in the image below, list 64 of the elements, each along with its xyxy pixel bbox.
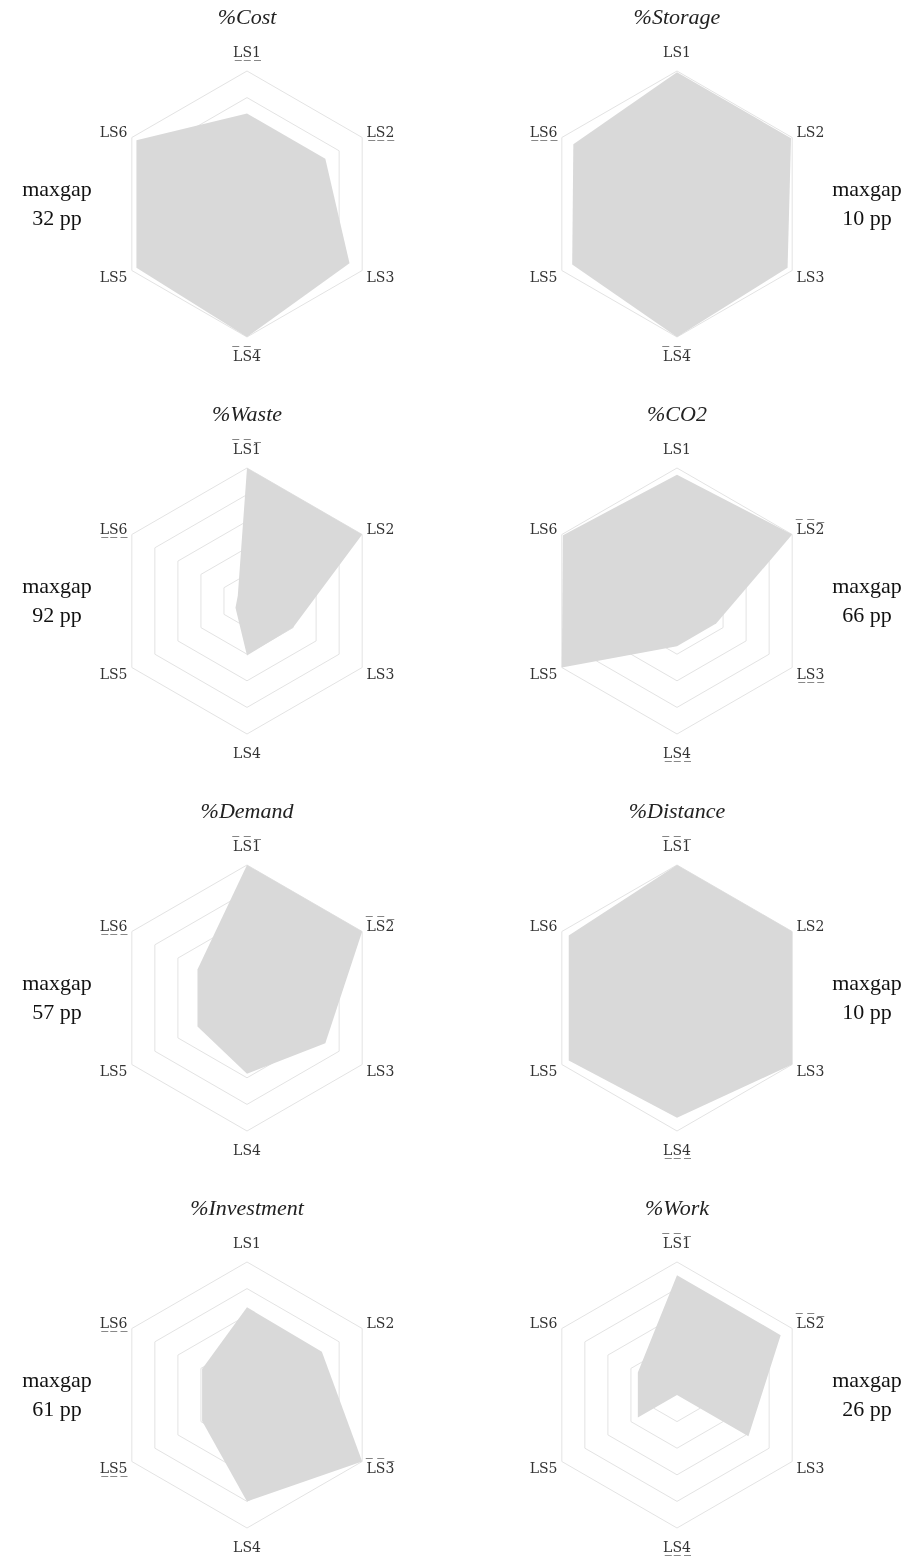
spoke-label: L̲S̲4̲ [663,1539,691,1556]
spoke-label: L̅S̅1̅ [232,439,261,457]
spoke-label: LS1 [663,441,691,457]
spoke-label: LS6 [529,917,558,934]
spoke-label: LS6 [99,123,128,140]
spoke-label: L̅S̅1̅ [662,836,691,854]
spoke-label: LS3 [796,1062,825,1079]
text: maxgap 32 pp [22,176,92,230]
spoke-label: LS6 [529,1314,558,1331]
chart-title: %Cost [217,4,278,29]
spoke-label: L̲S̲4̲ [663,1142,691,1159]
spoke-label: L̅S̅4̅ [662,346,691,364]
spoke-label: L̲S̲4̲ [663,745,691,762]
spoke-label: L̅S̅4̅ [232,346,261,364]
chart-title: %Work [645,1195,711,1220]
spoke-label: LS3 [366,1062,395,1079]
spoke-label: L̅S̅1̅ [662,1233,691,1251]
spoke-label: LS4 [233,1142,261,1158]
spoke-label: L̲S̲6̲ [99,520,128,538]
text: maxgap 57 pp [22,970,92,1024]
spoke-label: L̲S̲6̲ [99,917,128,935]
spoke-label: L̅S̅3̅ [365,1457,395,1476]
spoke-label: LS2 [796,123,825,140]
spoke-label: L̲S̲6̲ [99,1314,128,1332]
spoke-label: LS5 [99,268,128,285]
spoke-label: LS1 [663,44,691,60]
spoke-label: LS5 [529,1062,558,1079]
spoke-label: L̲S̲3̲ [796,665,825,683]
spoke-label: LS5 [99,1062,128,1079]
text: maxgap 26 pp [832,1367,902,1421]
text: maxgap 10 pp [832,176,902,230]
spoke-label: LS5 [529,665,558,682]
spoke-label: L̅S̅1̅ [232,836,261,854]
text: maxgap 10 pp [832,970,902,1024]
spoke-label: LS3 [796,1459,825,1476]
spoke-label: L̅S̅2̅ [795,1312,825,1331]
spoke-label: LS2 [366,520,395,537]
spoke-label: L̲S̲1̲ [233,44,261,61]
spoke-label: LS4 [233,745,261,761]
spoke-label: L̲S̲6̲ [529,123,558,141]
spoke-label: LS1 [233,1235,261,1251]
text: maxgap 61 pp [22,1367,92,1421]
spoke-label: LS2 [796,917,825,934]
spoke-label: L̲S̲5̲ [99,1459,128,1477]
spoke-label: LS2 [366,1314,395,1331]
spoke-label: LS3 [366,268,395,285]
chart-title: %Distance [628,798,726,823]
spoke-label: L̅S̅2̅ [795,518,825,537]
spoke-label: L̲S̲2̲ [366,123,395,141]
spoke-label: LS5 [99,665,128,682]
spoke-label: LS5 [529,1459,558,1476]
text: maxgap 66 pp [832,573,902,627]
chart-title: %Demand [200,798,295,823]
spoke-label: LS3 [796,268,825,285]
chart-title: %Storage [633,4,721,29]
chart-title: %Investment [190,1195,305,1220]
spoke-label: LS4 [233,1539,261,1555]
spoke-label: L̅S̅2̅ [365,915,395,934]
text: maxgap 92 pp [22,573,92,627]
spoke-label: LS6 [529,520,558,537]
chart-title: %CO2 [647,401,707,426]
spoke-label: LS3 [366,665,395,682]
spoke-label: LS5 [529,268,558,285]
chart-title: %Waste [211,401,283,426]
